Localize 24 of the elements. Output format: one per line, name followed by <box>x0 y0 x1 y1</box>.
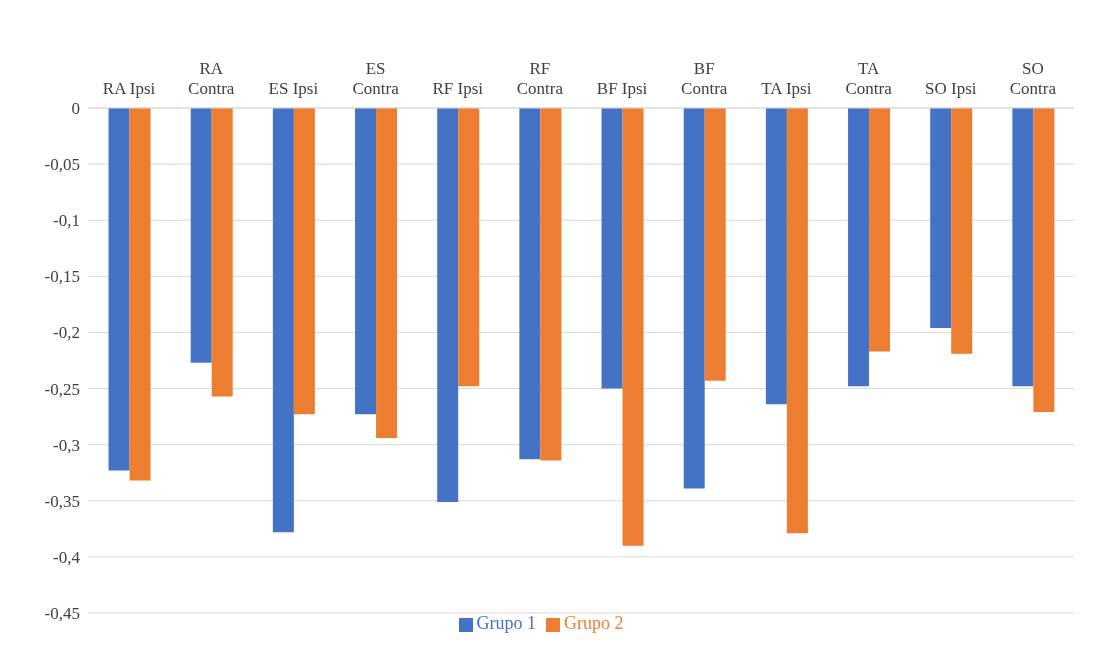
x-tick-label: TA Ipsi <box>761 79 812 98</box>
y-tick-label: -0,2 <box>53 323 80 343</box>
x-tick-label: RA Ipsi <box>102 79 156 98</box>
x-tick-label: SO Contra <box>1009 59 1057 98</box>
y-tick-label: -0,1 <box>53 211 80 231</box>
x-tick-label: BF Ipsi <box>596 79 648 98</box>
y-tick-label: 0 <box>71 99 80 119</box>
y-tick-label: -0,25 <box>44 379 80 399</box>
x-tick-label: SO Ipsi <box>925 79 977 98</box>
x-tick-label: ES Contra <box>352 59 400 98</box>
legend-label: Grupo 2 <box>564 613 624 633</box>
y-tick-label: -0,35 <box>44 491 80 511</box>
x-tick-label: BF Contra <box>681 59 728 98</box>
x-tick-label: ES Ipsi <box>268 79 319 98</box>
y-tick-label: -0,05 <box>44 155 80 175</box>
x-tick-label: RA Contra <box>188 59 235 98</box>
y-tick-label: -0,4 <box>53 547 81 567</box>
legend-label: Grupo 1 <box>476 613 536 633</box>
y-tick-label: -0,15 <box>44 267 80 287</box>
y-tick-label: -0,3 <box>53 435 80 455</box>
y-tick-label: -0,45 <box>44 604 80 624</box>
x-tick-label: TA Contra <box>845 59 893 98</box>
x-tick-label: RF Ipsi <box>432 79 484 98</box>
x-tick-label: RF Contra <box>516 59 564 98</box>
